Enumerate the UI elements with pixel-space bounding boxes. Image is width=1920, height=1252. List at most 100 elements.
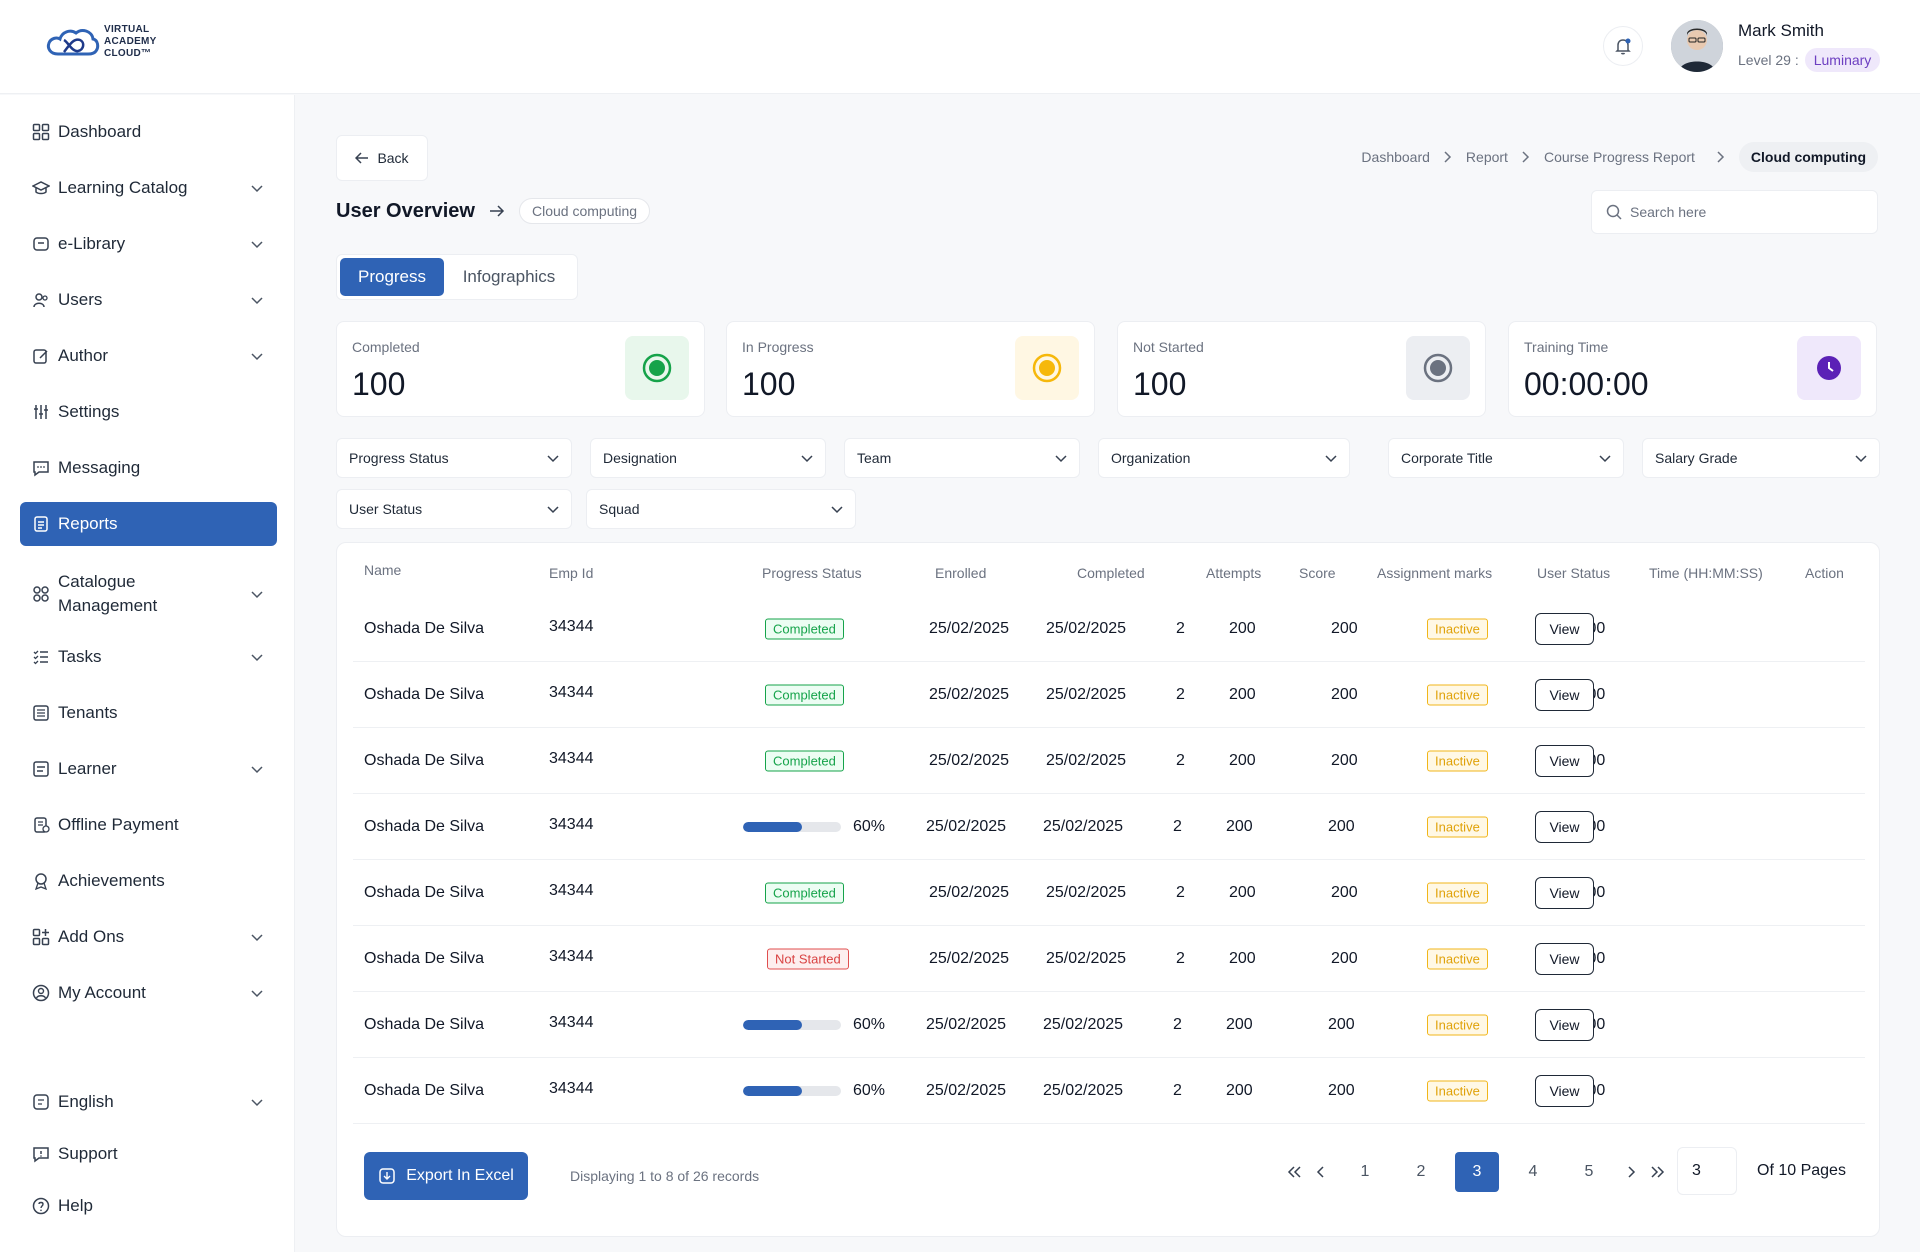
- progress-percent: 60%: [853, 1081, 886, 1099]
- sidebar-item-label: Dashboard: [58, 122, 142, 141]
- cell-assignment-marks: 200: [1331, 619, 1358, 637]
- page-1[interactable]: 1: [1360, 1163, 1370, 1180]
- sidebar-item-label: Help: [58, 1196, 93, 1215]
- bell-icon: [1615, 38, 1631, 55]
- view-button[interactable]: View: [1535, 876, 1594, 909]
- filter-organization[interactable]: Organization: [1098, 438, 1350, 478]
- sidebar-item-e-library[interactable]: e-Library: [20, 222, 277, 266]
- sidebar-item-dashboard[interactable]: Dashboard: [20, 110, 277, 154]
- chevron-down-icon: [1325, 450, 1337, 466]
- stat-label: Training Time: [1524, 339, 1609, 355]
- cell-completed: 25/02/2025: [1046, 949, 1127, 967]
- col-header-user-status: User Status: [1537, 565, 1611, 581]
- last-page-button[interactable]: [1646, 1152, 1670, 1192]
- breadcrumb-dashboard[interactable]: Dashboard: [1361, 149, 1430, 165]
- language-selector[interactable]: English: [20, 1080, 277, 1124]
- search-input[interactable]: [1630, 204, 1850, 220]
- sidebar-item-tasks[interactable]: Tasks: [20, 635, 277, 679]
- progress-status-badge: Completed: [765, 882, 844, 903]
- sidebar-item-users[interactable]: Users: [20, 278, 277, 322]
- cell-completed: 25/02/2025: [1046, 619, 1127, 637]
- col-header-time: Time (HH:MM:SS): [1649, 565, 1763, 581]
- sidebar-item-tenants[interactable]: Tenants: [20, 691, 277, 735]
- notification-button[interactable]: [1603, 26, 1643, 66]
- page-3[interactable]: 3: [1455, 1152, 1499, 1192]
- col-header-emp-id: Emp Id: [549, 565, 594, 581]
- sidebar-item-offline-payment[interactable]: Offline Payment: [20, 803, 277, 847]
- sidebar-item-add-ons[interactable]: Add Ons: [20, 915, 277, 959]
- export-label: Export In Excel: [406, 1167, 514, 1184]
- tab-infographics[interactable]: Infographics: [462, 267, 556, 286]
- page-5[interactable]: 5: [1584, 1163, 1594, 1180]
- sidebar-item-learning-catalog[interactable]: Learning Catalog: [20, 166, 277, 210]
- breadcrumb-course-progress-report[interactable]: Course Progress Report: [1543, 149, 1695, 165]
- user-status-badge: Inactive: [1427, 750, 1488, 771]
- stat-value: 00:00:00: [1524, 366, 1649, 402]
- cell-score: 200: [1229, 751, 1256, 769]
- sidebar-item-settings[interactable]: Settings: [20, 390, 277, 434]
- filter-progress-status[interactable]: Progress Status: [336, 438, 572, 478]
- col-header-attempts: Attempts: [1206, 565, 1262, 581]
- user-status-badge: Inactive: [1427, 816, 1488, 837]
- progress-status-badge: Not Started: [767, 948, 849, 969]
- user-status-badge: Inactive: [1427, 618, 1488, 639]
- chevron-right-icon: [1444, 151, 1451, 163]
- cell-attempts: 2: [1176, 685, 1185, 703]
- back-button[interactable]: Back: [336, 135, 428, 181]
- filter-designation[interactable]: Designation: [590, 438, 826, 478]
- stat-value: 100: [742, 366, 796, 402]
- sidebar-item-support[interactable]: Support: [20, 1132, 277, 1176]
- view-button[interactable]: View: [1535, 810, 1594, 843]
- filter-salary-grade[interactable]: Salary Grade: [1642, 438, 1880, 478]
- sidebar-item-reports[interactable]: Reports: [20, 502, 277, 546]
- next-page-button[interactable]: [1620, 1152, 1644, 1192]
- user-status-badge: Inactive: [1427, 948, 1488, 969]
- chevron-right-icon: [1628, 1166, 1636, 1178]
- sidebar-item-messaging[interactable]: Messaging: [20, 446, 277, 490]
- filter-team[interactable]: Team: [844, 438, 1080, 478]
- sidebar-item-author[interactable]: Author: [20, 334, 277, 378]
- sidebar-item-help[interactable]: Help: [20, 1184, 277, 1228]
- sidebar-item-my-account[interactable]: My Account: [20, 971, 277, 1015]
- progress-bar-fill: [743, 1019, 802, 1030]
- filter-corporate-title[interactable]: Corporate Title: [1388, 438, 1624, 478]
- search-box[interactable]: [1591, 190, 1878, 234]
- export-excel-button[interactable]: Export In Excel: [364, 1152, 528, 1200]
- avatar[interactable]: [1671, 20, 1723, 72]
- view-button[interactable]: View: [1535, 678, 1594, 711]
- chevron-down-icon: [251, 983, 263, 1003]
- col-header-progress-status: Progress Status: [762, 565, 862, 581]
- sidebar: Dashboard Learning Catalog e-Library Use…: [0, 95, 295, 1252]
- logo[interactable]: VIRTUAL ACADEMY CLOUD™: [44, 24, 157, 60]
- filter-label: Salary Grade: [1655, 450, 1738, 466]
- breadcrumb-report[interactable]: Report: [1465, 149, 1508, 165]
- first-page-button[interactable]: [1282, 1152, 1306, 1192]
- level-badge: Luminary: [1804, 48, 1881, 72]
- prev-page-button[interactable]: [1308, 1152, 1332, 1192]
- cell-completed: 25/02/2025: [1046, 751, 1127, 769]
- chevron-down-icon: [251, 582, 263, 606]
- sidebar-item-label: e-Library: [58, 234, 126, 253]
- filter-user-status[interactable]: User Status: [336, 489, 572, 529]
- back-label: Back: [377, 150, 409, 166]
- tab-progress[interactable]: Progress: [340, 258, 444, 296]
- view-button[interactable]: View: [1535, 942, 1594, 975]
- view-button[interactable]: View: [1535, 1074, 1594, 1107]
- cell-attempts: 2: [1176, 949, 1185, 967]
- sidebar-item-catalogue-management[interactable]: Catalogue Management: [20, 565, 277, 623]
- filter-squad[interactable]: Squad: [586, 489, 856, 529]
- cell-name: Oshada De Silva: [364, 685, 485, 703]
- page-number-input[interactable]: 3: [1677, 1147, 1737, 1195]
- learner-icon: [32, 760, 50, 778]
- sidebar-item-learner[interactable]: Learner: [20, 747, 277, 791]
- cell-completed: 25/02/2025: [1043, 1015, 1124, 1033]
- view-button[interactable]: View: [1535, 1008, 1594, 1041]
- view-button[interactable]: View: [1535, 612, 1594, 645]
- page-2[interactable]: 2: [1416, 1163, 1426, 1180]
- cell-name: Oshada De Silva: [364, 883, 485, 901]
- stat-card-in-progress: In Progress 100: [726, 321, 1095, 417]
- view-button[interactable]: View: [1535, 744, 1594, 777]
- sidebar-item-achievements[interactable]: Achievements: [20, 859, 277, 903]
- page-4[interactable]: 4: [1528, 1163, 1538, 1180]
- cell-emp-id: 34344: [549, 749, 594, 767]
